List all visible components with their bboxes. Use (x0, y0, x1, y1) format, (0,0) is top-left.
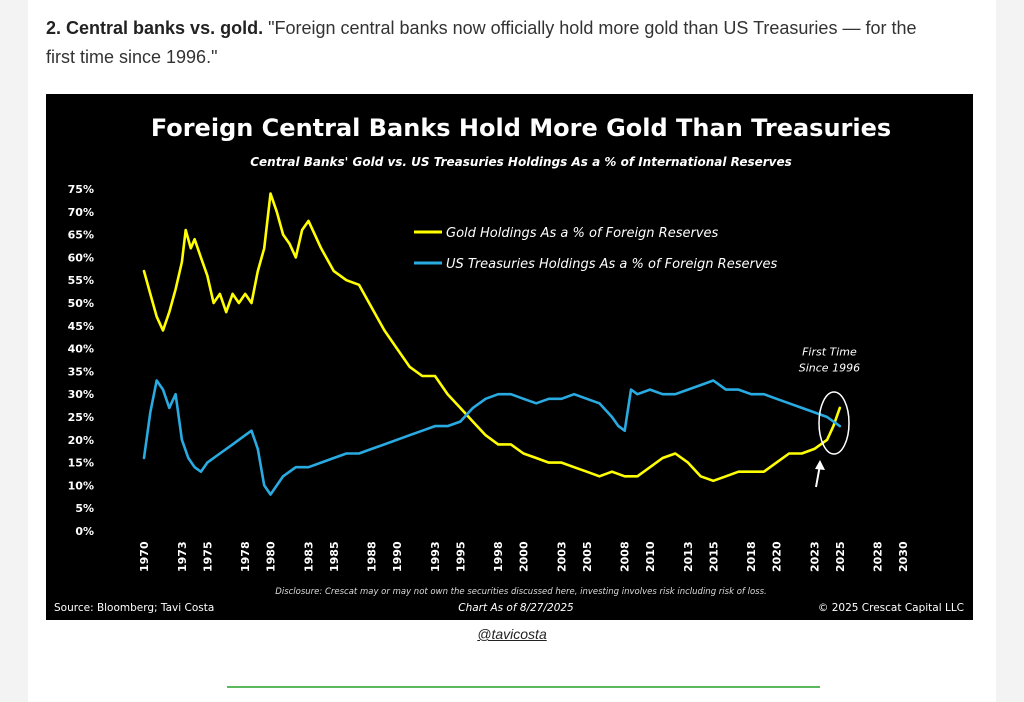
x-tick-label: 2000 (518, 541, 531, 572)
y-tick-label: 75% (68, 183, 94, 196)
x-tick-label: 1980 (265, 541, 278, 572)
x-tick-label: 2003 (555, 541, 568, 572)
y-tick-label: 10% (68, 479, 94, 492)
heading-bold: 2. Central banks vs. gold. (46, 18, 264, 38)
x-tick-label: 2008 (619, 541, 632, 572)
x-tick-label: 1985 (328, 541, 341, 572)
treasuries-series-line (142, 379, 842, 496)
chart-svg: Foreign Central Banks Hold More Gold Tha… (54, 114, 964, 614)
x-axis: 1970 1973 1975 1978 1980 1983 1985 1988 1990 1993… (138, 541, 910, 572)
annotation-text: First Time (802, 345, 857, 358)
gold-series-line (142, 192, 842, 483)
legend: Gold Holdings As a % of Foreign Reserves… (414, 226, 778, 272)
x-tick-label: 1973 (176, 541, 189, 572)
x-tick-label: 1995 (454, 541, 467, 572)
y-tick-label: 40% (68, 343, 94, 356)
article-heading: 2. Central banks vs. gold. "Foreign cent… (46, 14, 946, 72)
chart-image: Foreign Central Banks Hold More Gold Tha… (46, 94, 973, 620)
x-tick-label: 2028 (872, 541, 885, 572)
series-layer (142, 192, 842, 496)
y-axis: 0% 5% 10% 15% 20% 25% 30% 35% 40% 45% 50% 55% 60% 65%… (68, 183, 94, 538)
x-tick-label: 2015 (707, 541, 720, 572)
x-tick-label: 2023 (808, 541, 821, 572)
chart-title: Foreign Central Banks Hold More Gold Tha… (151, 114, 891, 142)
annotation-text: Since 1996 (799, 361, 860, 374)
x-tick-label: 1998 (492, 541, 505, 572)
y-tick-label: 0% (75, 525, 94, 538)
heading-text: "Foreign central banks now officially ho… (46, 18, 917, 67)
annotation-layer: First Time Since 1996 (799, 345, 860, 488)
x-tick-label: 1993 (429, 541, 442, 572)
x-tick-label: 1970 (138, 541, 151, 572)
y-tick-label: 30% (68, 388, 94, 401)
x-tick-label: 1990 (391, 541, 404, 572)
x-tick-label: 1975 (201, 541, 214, 572)
y-tick-label: 15% (68, 457, 94, 470)
legend-label: US Treasuries Holdings As a % of Foreign… (446, 257, 778, 272)
x-tick-label: 1988 (366, 541, 379, 572)
x-tick-label: 1978 (239, 541, 252, 572)
legend-label: Gold Holdings As a % of Foreign Reserves (446, 226, 719, 241)
y-tick-label: 55% (68, 274, 94, 287)
x-tick-label: 2005 (581, 541, 594, 572)
y-tick-label: 50% (68, 297, 94, 310)
x-tick-label: 2020 (771, 541, 784, 572)
chart-asof-text: Chart As of 8/27/2025 (458, 602, 574, 614)
x-tick-label: 2030 (897, 541, 910, 572)
x-tick-label: 2013 (682, 541, 695, 572)
y-tick-label: 20% (68, 434, 94, 447)
y-tick-label: 45% (68, 320, 94, 333)
x-tick-label: 2010 (644, 541, 657, 572)
highlight-circle (818, 391, 850, 455)
y-tick-label: 5% (75, 502, 94, 515)
divider-line (227, 686, 820, 688)
copyright-text: © 2025 Crescat Capital LLC (818, 602, 964, 614)
x-tick-label: 2025 (834, 541, 847, 572)
x-tick-label: 1983 (302, 541, 315, 572)
source-text: Source: Bloomberg; Tavi Costa (54, 602, 214, 614)
y-tick-label: 25% (68, 411, 94, 424)
y-tick-label: 65% (68, 229, 94, 242)
arrow-head (815, 460, 825, 470)
y-tick-label: 35% (68, 365, 94, 378)
x-tick-label: 2018 (745, 541, 758, 572)
disclosure-text: Disclosure: Crescat may or may not own t… (275, 587, 766, 597)
chart-subtitle: Central Banks' Gold vs. US Treasuries Ho… (250, 155, 792, 169)
y-tick-label: 60% (68, 251, 94, 264)
y-tick-label: 70% (68, 206, 94, 219)
author-credit-link[interactable]: @tavicosta (477, 626, 547, 642)
